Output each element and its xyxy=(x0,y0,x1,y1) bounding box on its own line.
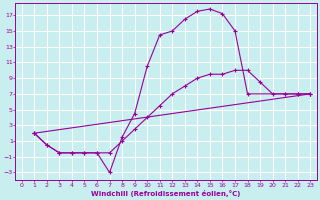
X-axis label: Windchill (Refroidissement éolien,°C): Windchill (Refroidissement éolien,°C) xyxy=(91,190,241,197)
